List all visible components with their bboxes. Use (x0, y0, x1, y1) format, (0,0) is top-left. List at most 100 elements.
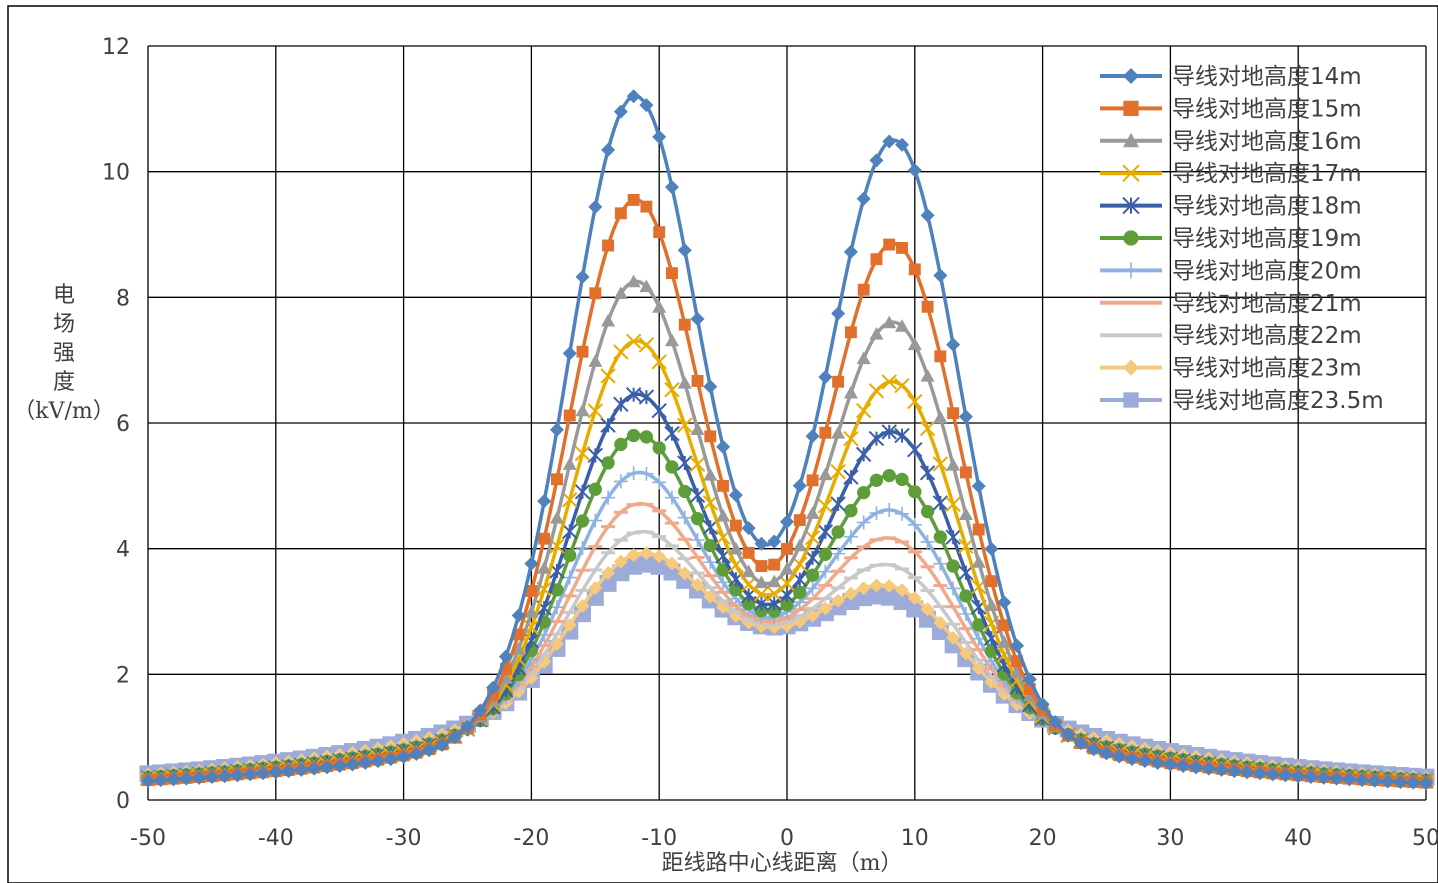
data-point (818, 601, 833, 616)
data-point (703, 379, 718, 394)
data-point (650, 557, 668, 575)
data-point (856, 581, 871, 596)
data-point (1123, 132, 1139, 148)
data-point (907, 591, 922, 606)
data-point (895, 319, 910, 332)
data-point (882, 578, 897, 593)
data-point (919, 465, 936, 481)
data-point (1303, 770, 1318, 785)
data-point (562, 346, 577, 361)
data-point (1123, 100, 1139, 117)
data-point (613, 344, 629, 360)
data-point (959, 589, 973, 603)
tick-labels: -50 -40 -30 -20 -10 0 10 20 30 40 50 0 2 4 6 8 10 12 (102, 35, 1438, 851)
data-point (805, 506, 820, 519)
legend-label: 导线对地高度19m (1172, 226, 1362, 252)
data-point (243, 767, 258, 782)
data-point (281, 764, 296, 779)
data-point (601, 490, 616, 505)
data-point (843, 431, 859, 447)
data-point (525, 584, 538, 597)
data-point (895, 472, 909, 487)
data-point (703, 468, 718, 481)
data-point (1123, 68, 1139, 84)
data-point (626, 547, 641, 562)
data-point (947, 407, 960, 420)
data-point (933, 410, 948, 424)
data-point (985, 575, 998, 588)
data-point (511, 608, 526, 623)
data-point (230, 768, 245, 783)
data-point (588, 482, 602, 496)
data-point (882, 502, 897, 517)
data-point (870, 253, 883, 266)
data-point (383, 752, 398, 767)
data-point (1150, 755, 1165, 770)
data-point (294, 762, 309, 777)
data-point (740, 576, 757, 593)
y-tick-label: 6 (116, 412, 130, 437)
legend-label: 导线对地高度15m (1172, 96, 1362, 122)
data-point (792, 478, 807, 493)
data-point (626, 274, 641, 288)
data-point (576, 345, 589, 358)
data-point (819, 426, 832, 439)
data-point (602, 239, 615, 252)
data-point (857, 283, 870, 296)
legend-label: 导线对地高度23m (1172, 356, 1362, 382)
data-point (537, 494, 552, 509)
legend-label: 导线对地高度16m (1172, 129, 1362, 155)
data-point (664, 425, 680, 442)
data-point (562, 492, 578, 508)
data-point (946, 581, 961, 596)
data-point (1252, 766, 1267, 781)
data-point (690, 312, 705, 327)
data-point (997, 595, 1012, 610)
data-point (549, 600, 564, 615)
data-point (855, 589, 873, 607)
x-tick-label: -10 (641, 826, 677, 851)
data-point (831, 426, 846, 439)
data-point (831, 306, 846, 321)
data-point (640, 200, 653, 213)
data-point (946, 630, 961, 645)
data-point (1176, 758, 1191, 773)
data-point (677, 243, 692, 258)
data-point (869, 578, 884, 593)
data-point (575, 403, 590, 417)
data-point (562, 523, 578, 540)
data-point (307, 761, 322, 776)
data-point (319, 760, 334, 775)
data-point (1419, 776, 1433, 791)
data-point (932, 456, 949, 472)
data-point (843, 529, 858, 544)
data-point (460, 719, 475, 734)
x-tick-label: 20 (1029, 826, 1057, 851)
data-point (637, 555, 655, 573)
legend-label: 导线对地高度20m (1172, 258, 1362, 284)
data-point (524, 556, 539, 571)
data-point (562, 570, 577, 585)
data-point (690, 511, 705, 526)
data-point (717, 479, 730, 492)
data-point (958, 538, 974, 554)
x-tick-label: 0 (780, 826, 794, 851)
data-point (946, 337, 961, 352)
data-point (934, 350, 947, 363)
data-point (600, 368, 616, 384)
data-point (869, 153, 884, 168)
data-point (844, 326, 857, 339)
data-point (574, 445, 591, 462)
data-point (638, 337, 655, 353)
data-point (1367, 773, 1382, 788)
y-tick-label: 2 (116, 663, 130, 688)
data-point (882, 468, 896, 483)
data-point (997, 635, 1012, 648)
data-point (933, 556, 948, 571)
x-tick-label: 10 (901, 826, 929, 851)
data-point (601, 142, 616, 157)
data-point (626, 89, 641, 104)
data-point (702, 519, 719, 536)
data-point (781, 542, 793, 555)
legend-item: 导线对地高度14m (1100, 64, 1362, 90)
